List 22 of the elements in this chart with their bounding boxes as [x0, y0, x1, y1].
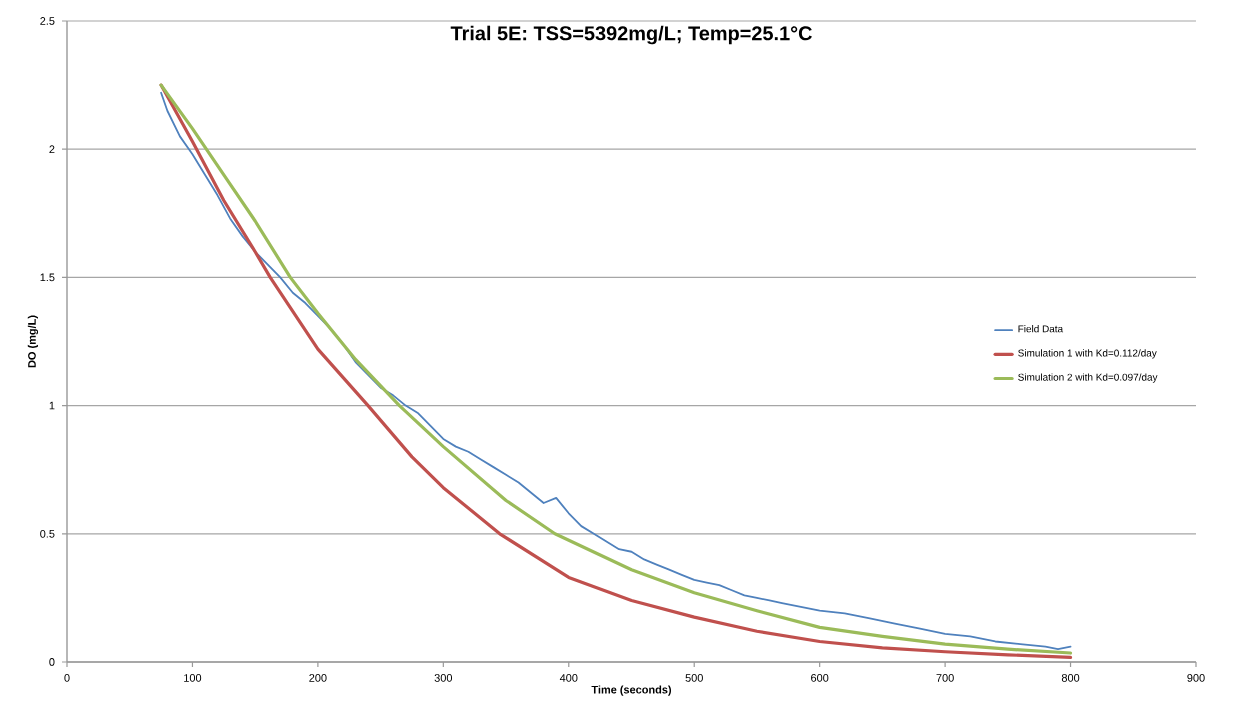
y-tick-label: 1	[49, 401, 55, 410]
x-tick-label: 300	[434, 674, 453, 682]
y-tick-label: 2	[49, 145, 55, 154]
legend-label: Simulation 2 with Kd=0.097/day	[1018, 373, 1158, 383]
x-axis-title: Time (seconds)	[591, 685, 672, 696]
y-tick-label: 2.5	[40, 17, 55, 25]
x-tick-label: 700	[936, 674, 954, 682]
x-tick-label: 900	[1187, 674, 1205, 682]
y-tick-label: 1.5	[40, 273, 55, 282]
x-tick-label: 600	[811, 674, 829, 682]
x-tick-label: 100	[184, 674, 202, 682]
legend-label: Simulation 1 with Kd=0.112/day	[1018, 349, 1157, 359]
y-tick-label: 0	[49, 658, 55, 666]
chart-title: Trial 5E: TSS=5392mg/L; Temp=25.1°C	[450, 25, 812, 45]
x-tick-label: 0	[64, 674, 70, 682]
y-axis-title: DO (mg/L)	[27, 315, 39, 368]
x-tick-label: 500	[685, 674, 703, 682]
legend-label: Field Data	[1018, 325, 1064, 333]
x-tick-label: 200	[309, 674, 327, 682]
x-tick-label: 400	[559, 674, 578, 682]
y-tick-label: 0.5	[40, 529, 55, 538]
x-tick-label: 800	[1061, 674, 1080, 682]
